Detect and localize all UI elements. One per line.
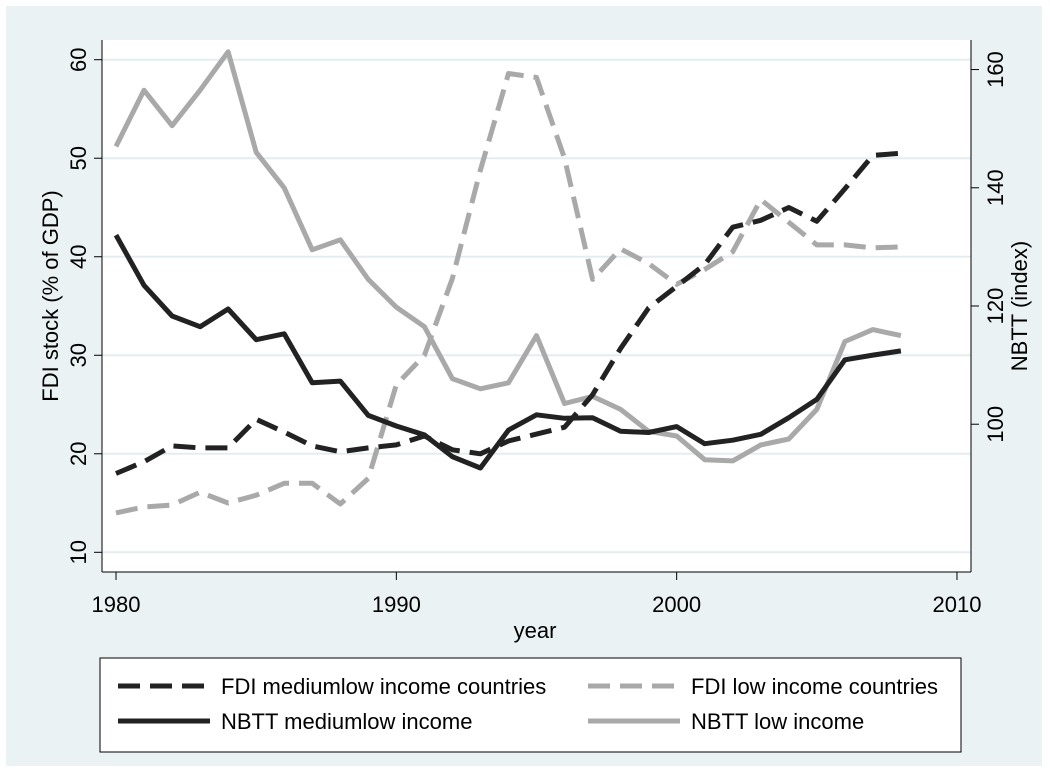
axes: 10 20 30 40 50 60 100 120 140 160 1980 1990 2000 2010	[66, 40, 1008, 617]
right-y-tick-label: 160	[983, 51, 1008, 88]
x-tick-label: 1980	[92, 592, 141, 617]
left-y-tick-label: 10	[66, 540, 91, 564]
plot-area	[102, 40, 971, 572]
x-axis-title: year	[514, 618, 557, 643]
series-line	[113, 233, 902, 471]
series-line	[115, 150, 902, 476]
x-tick-label: 2000	[652, 592, 701, 617]
left-y-tick-label: 40	[66, 244, 91, 268]
left-y-tick-label: 20	[66, 442, 91, 466]
series-line	[113, 49, 902, 464]
right-y-axis-title: NBTT (index)	[1007, 241, 1032, 371]
series-line	[115, 71, 901, 516]
series-lines	[113, 49, 902, 516]
legend-label: NBTT low income	[691, 709, 864, 734]
right-y-tick-label: 100	[983, 406, 1008, 443]
left-y-tick-label: 60	[66, 47, 91, 71]
legend-label: FDI low income countries	[691, 674, 938, 699]
left-y-tick-label: 50	[66, 146, 91, 170]
right-y-tick-label: 120	[983, 288, 1008, 325]
legend-box	[99, 657, 962, 753]
left-y-axis-title: FDI stock (% of GDP)	[38, 190, 63, 401]
right-y-tick-label: 140	[983, 169, 1008, 206]
legend: FDI mediumlow income countries FDI low in…	[99, 657, 962, 753]
legend-label: FDI mediumlow income countries	[221, 674, 546, 699]
x-tick-label: 1990	[372, 592, 421, 617]
legend-label: NBTT mediumlow income	[221, 709, 472, 734]
x-tick-label: 2010	[933, 592, 982, 617]
gridlines	[102, 58, 971, 554]
left-y-tick-label: 30	[66, 343, 91, 367]
